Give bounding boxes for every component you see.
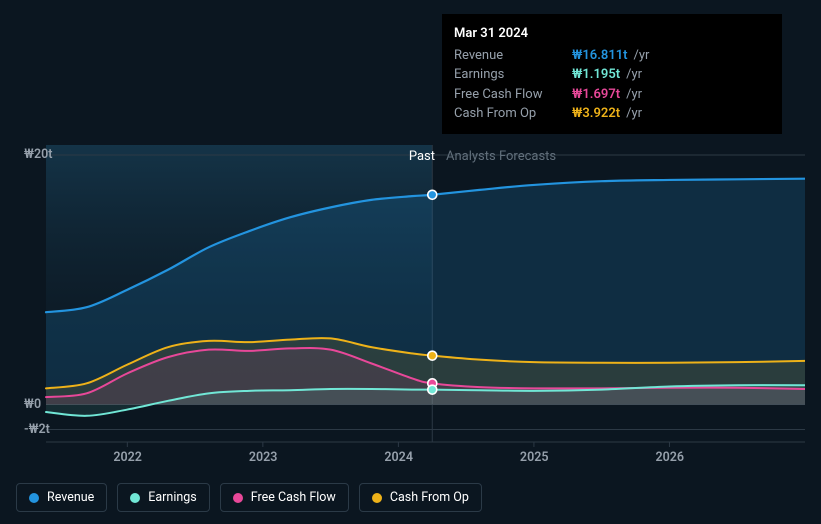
tooltip-value: ₩3.922t — [572, 104, 620, 124]
tooltip-unit: /yr — [634, 46, 650, 66]
tooltip-label: Cash From Op — [454, 104, 572, 124]
legend-item-cash_from_op[interactable]: Cash From Op — [359, 483, 482, 512]
legend-label: Cash From Op — [390, 490, 469, 505]
tooltip-label: Revenue — [454, 46, 572, 66]
chart-legend: Revenue Earnings Free Cash Flow Cash From O… — [16, 483, 482, 512]
tooltip-unit: /yr — [626, 65, 642, 85]
tooltip-value: ₩1.697t — [572, 85, 620, 105]
legend-dot-icon — [29, 493, 39, 503]
legend-label: Free Cash Flow — [251, 490, 336, 505]
y-tick-label: ₩20t — [24, 147, 52, 162]
tooltip-unit: /yr — [626, 104, 642, 124]
legend-dot-icon — [372, 493, 382, 503]
legend-item-earnings[interactable]: Earnings — [117, 483, 209, 512]
tooltip-row-earnings: Earnings₩1.195t/yr — [454, 65, 770, 85]
tooltip-unit: /yr — [626, 85, 642, 105]
legend-item-revenue[interactable]: Revenue — [16, 483, 107, 512]
x-tick-label: 2025 — [520, 450, 549, 465]
tooltip-row-revenue: Revenue₩16.811t/yr — [454, 46, 770, 66]
split-label-past: Past — [409, 149, 435, 164]
tooltip-value: ₩1.195t — [572, 65, 620, 85]
x-tick-label: 2026 — [655, 450, 684, 465]
chart-tooltip: Mar 31 2024 Revenue₩16.811t/yrEarnings₩1… — [442, 14, 782, 134]
tooltip-value: ₩16.811t — [572, 46, 628, 66]
tooltip-label: Free Cash Flow — [454, 85, 572, 105]
legend-dot-icon — [233, 493, 243, 503]
tooltip-rows: Revenue₩16.811t/yrEarnings₩1.195t/yrFree… — [454, 46, 770, 124]
tooltip-row-cash_from_op: Cash From Op₩3.922t/yr — [454, 104, 770, 124]
series-marker-earnings — [428, 385, 437, 394]
x-tick-label: 2022 — [113, 450, 142, 465]
y-tick-label: -₩2t — [24, 422, 50, 437]
tooltip-row-free_cash_flow: Free Cash Flow₩1.697t/yr — [454, 85, 770, 105]
x-tick-label: 2023 — [249, 450, 278, 465]
tooltip-label: Earnings — [454, 65, 572, 85]
legend-dot-icon — [130, 493, 140, 503]
series-marker-cash_from_op — [428, 351, 437, 360]
x-tick-label: 2024 — [384, 450, 413, 465]
legend-item-free_cash_flow[interactable]: Free Cash Flow — [220, 483, 349, 512]
tooltip-date: Mar 31 2024 — [454, 24, 770, 44]
series-marker-revenue — [428, 190, 437, 199]
split-label-forecast: Analysts Forecasts — [446, 149, 556, 164]
y-tick-label: ₩0 — [24, 397, 41, 412]
legend-label: Earnings — [148, 490, 196, 505]
legend-label: Revenue — [47, 490, 94, 505]
